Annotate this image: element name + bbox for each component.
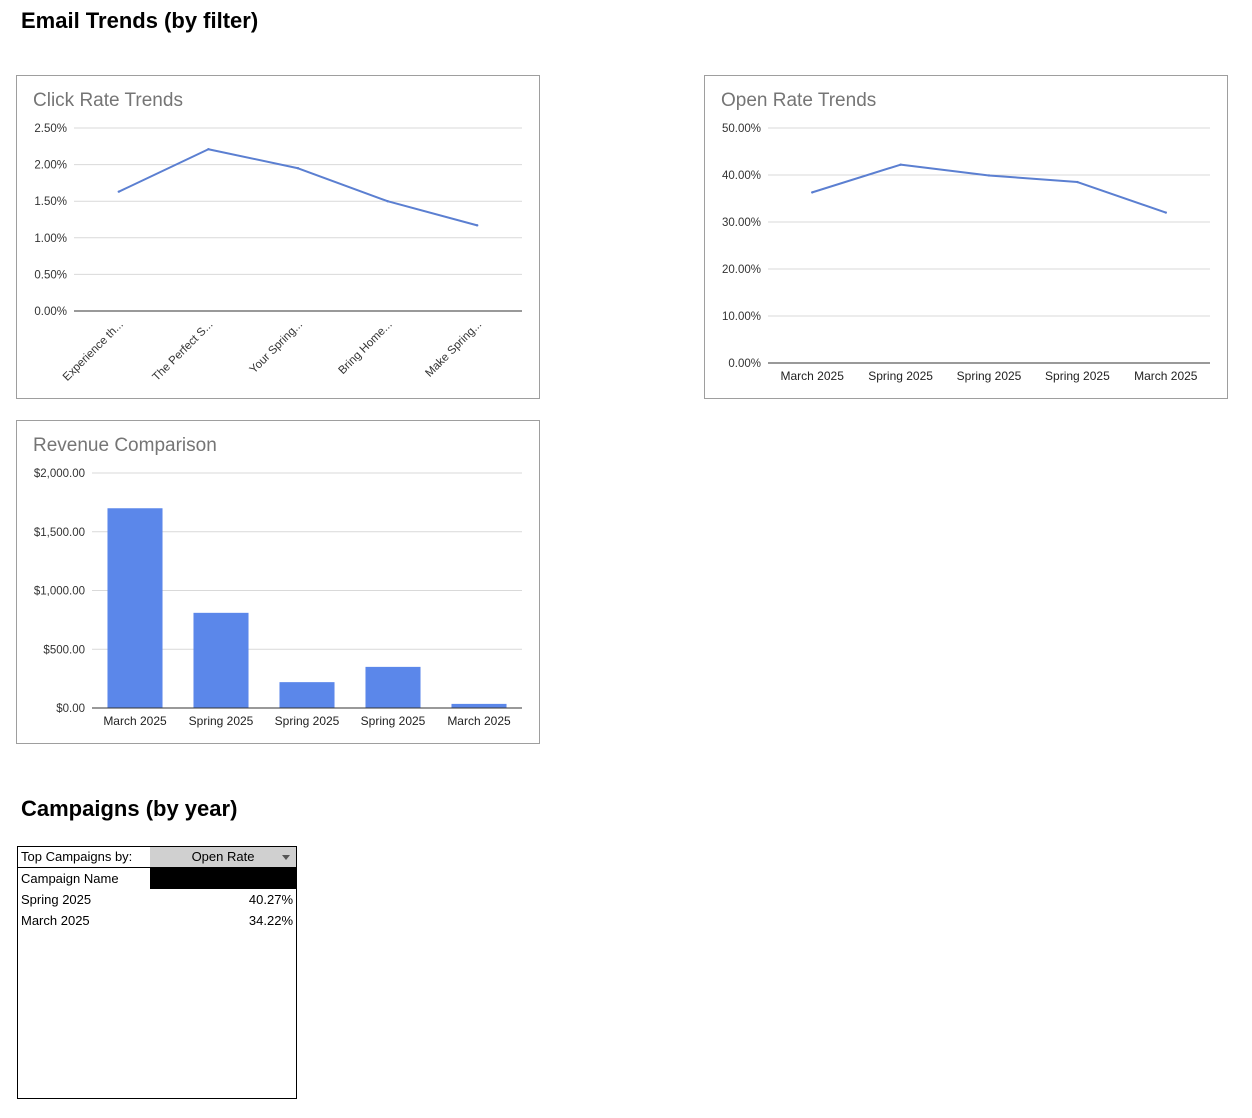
click-rate-chart-svg: 0.00% 0.50% 1.00% 1.50% 2.00% 2.50% Experience… bbox=[34, 123, 522, 384]
x-tick-label: March 2025 bbox=[447, 714, 511, 728]
y-tick-label: 30.00% bbox=[722, 217, 761, 229]
x-tick-label: Experience th... bbox=[61, 319, 126, 384]
x-tick-label: Bring Home... bbox=[337, 319, 395, 377]
x-tick-label: Spring 2025 bbox=[361, 714, 426, 728]
x-tick-label: March 2025 bbox=[1134, 369, 1198, 383]
table-row: March 2025 34.22% bbox=[18, 910, 296, 931]
campaign-name-header: Campaign Name bbox=[21, 871, 119, 886]
y-tick-label: 1.50% bbox=[34, 196, 67, 208]
x-tick-label: Spring 2025 bbox=[189, 714, 254, 728]
metric-dropdown[interactable]: Open Rate bbox=[150, 847, 296, 867]
data-point bbox=[811, 191, 814, 194]
x-tick-label: Make Spring... bbox=[423, 319, 484, 380]
revenue-comparison-chart[interactable]: $0.00 $500.00 $1,000.00 $1,500.00 $2,000.00 M… bbox=[16, 420, 540, 744]
y-tick-label: $1,000.00 bbox=[34, 586, 85, 598]
data-point bbox=[899, 163, 902, 166]
y-tick-label: 0.00% bbox=[34, 306, 67, 318]
y-tick-label: 1.00% bbox=[34, 233, 67, 245]
y-tick-label: 0.00% bbox=[728, 358, 761, 370]
column-header-row: Campaign Name bbox=[18, 868, 296, 889]
section-title-email-trends: Email Trends (by filter) bbox=[21, 8, 259, 33]
y-tick-label: 2.50% bbox=[34, 123, 67, 135]
chart-title: Click Rate Trends bbox=[33, 90, 183, 111]
y-tick-label: 0.50% bbox=[34, 269, 67, 281]
x-tick-label: Spring 2025 bbox=[868, 369, 933, 383]
data-point bbox=[296, 167, 300, 170]
campaign-name-cell: March 2025 bbox=[21, 913, 90, 928]
table-row: Spring 2025 40.27% bbox=[18, 889, 296, 910]
open-rate-chart[interactable]: 0.00% 10.00% 20.00% 30.00% 40.00% 50.00% March… bbox=[704, 75, 1228, 399]
filter-row: Top Campaigns by: Open Rate bbox=[18, 847, 296, 868]
bar bbox=[279, 682, 335, 708]
value-header-cell bbox=[150, 868, 296, 889]
data-point bbox=[207, 148, 210, 151]
bar bbox=[451, 703, 507, 708]
data-point bbox=[987, 174, 991, 177]
campaign-name-cell: Spring 2025 bbox=[21, 892, 92, 907]
y-tick-label: 20.00% bbox=[722, 264, 761, 276]
y-tick-label: 50.00% bbox=[722, 123, 761, 135]
metric-dropdown-value: Open Rate bbox=[191, 849, 255, 864]
series-line bbox=[118, 148, 478, 227]
y-tick-label: $500.00 bbox=[43, 644, 85, 656]
dropdown-arrow-icon[interactable] bbox=[282, 855, 290, 860]
data-point bbox=[1076, 180, 1079, 184]
data-point bbox=[1164, 211, 1167, 214]
x-tick-label: Spring 2025 bbox=[1045, 369, 1110, 383]
data-point bbox=[476, 224, 479, 227]
data-point bbox=[117, 190, 121, 193]
revenue-chart-svg: $0.00 $500.00 $1,000.00 $1,500.00 $2,000.00 M… bbox=[34, 468, 522, 728]
y-tick-label: $2,000.00 bbox=[34, 468, 85, 480]
bar bbox=[107, 508, 163, 708]
bar bbox=[193, 612, 249, 708]
filter-label: Top Campaigns by: bbox=[21, 849, 133, 864]
x-tick-label: Spring 2025 bbox=[275, 714, 340, 728]
x-tick-label: Spring 2025 bbox=[957, 369, 1022, 383]
x-tick-label: Your Spring... bbox=[248, 319, 305, 376]
y-tick-label: 40.00% bbox=[722, 170, 761, 182]
y-tick-label: 2.00% bbox=[34, 160, 67, 172]
y-tick-label: $1,500.00 bbox=[34, 527, 85, 539]
campaign-value-cell: 34.22% bbox=[248, 913, 293, 928]
click-rate-chart[interactable]: 0.00% 0.50% 1.00% 1.50% 2.00% 2.50% Experience… bbox=[16, 75, 540, 399]
x-tick-label: March 2025 bbox=[781, 369, 845, 383]
campaign-value-cell: 40.27% bbox=[248, 892, 293, 907]
series-line bbox=[811, 163, 1167, 214]
chart-title: Open Rate Trends bbox=[721, 90, 877, 111]
y-tick-label: $0.00 bbox=[56, 703, 85, 715]
y-tick-label: 10.00% bbox=[722, 311, 761, 323]
x-tick-label: March 2025 bbox=[103, 714, 167, 728]
section-title-campaigns: Campaigns (by year) bbox=[21, 796, 238, 821]
bar bbox=[365, 666, 421, 708]
data-point bbox=[386, 200, 389, 203]
chart-title: Revenue Comparison bbox=[33, 435, 217, 456]
campaigns-table: Top Campaigns by: Open Rate Campaign Nam… bbox=[17, 846, 297, 1099]
open-rate-chart-svg: 0.00% 10.00% 20.00% 30.00% 40.00% 50.00% March… bbox=[722, 123, 1210, 383]
x-tick-label: The Perfect S... bbox=[151, 319, 216, 384]
